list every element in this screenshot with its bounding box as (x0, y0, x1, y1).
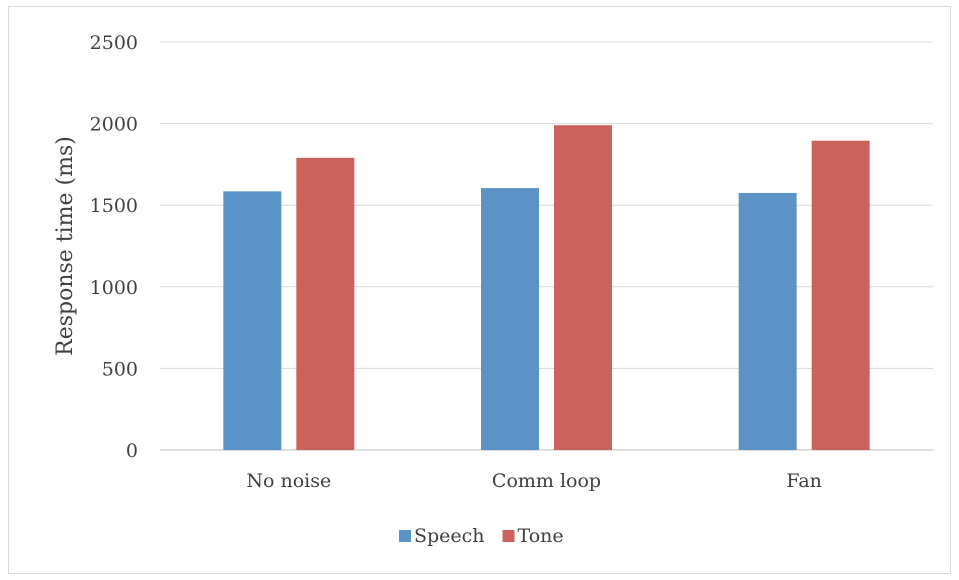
bar-speech-fan (738, 192, 797, 450)
legend: Speech Tone (399, 525, 564, 547)
bars (223, 125, 870, 451)
bar-tone-fan (811, 140, 870, 450)
x-tick-label: Fan (786, 470, 821, 492)
legend-swatch-tone (502, 530, 515, 542)
bar-tone-no-noise (296, 157, 355, 450)
y-tick-label: 0 (126, 440, 138, 462)
x-tick-label: No noise (246, 470, 331, 492)
y-axis-label: Response time (ms) (53, 136, 78, 356)
y-tick-label: 1000 (90, 277, 138, 299)
y-axis-ticks: 0 500 1000 1500 2000 2500 (90, 32, 138, 462)
legend-swatch-speech (399, 530, 411, 542)
x-axis-ticks: No noise Comm loop Fan (246, 470, 821, 492)
bar-speech-comm-loop (481, 188, 539, 450)
x-tick-label: Comm loop (492, 470, 601, 492)
bar-tone-comm-loop (554, 125, 612, 451)
gridlines (160, 41, 933, 451)
legend-label-speech: Speech (414, 525, 485, 547)
y-tick-label: 1500 (90, 195, 138, 217)
legend-label-tone: Tone (518, 525, 564, 547)
y-tick-label: 2500 (90, 32, 138, 54)
bar-speech-no-noise (223, 191, 282, 450)
y-tick-label: 500 (102, 358, 138, 380)
y-tick-label: 2000 (90, 114, 138, 136)
